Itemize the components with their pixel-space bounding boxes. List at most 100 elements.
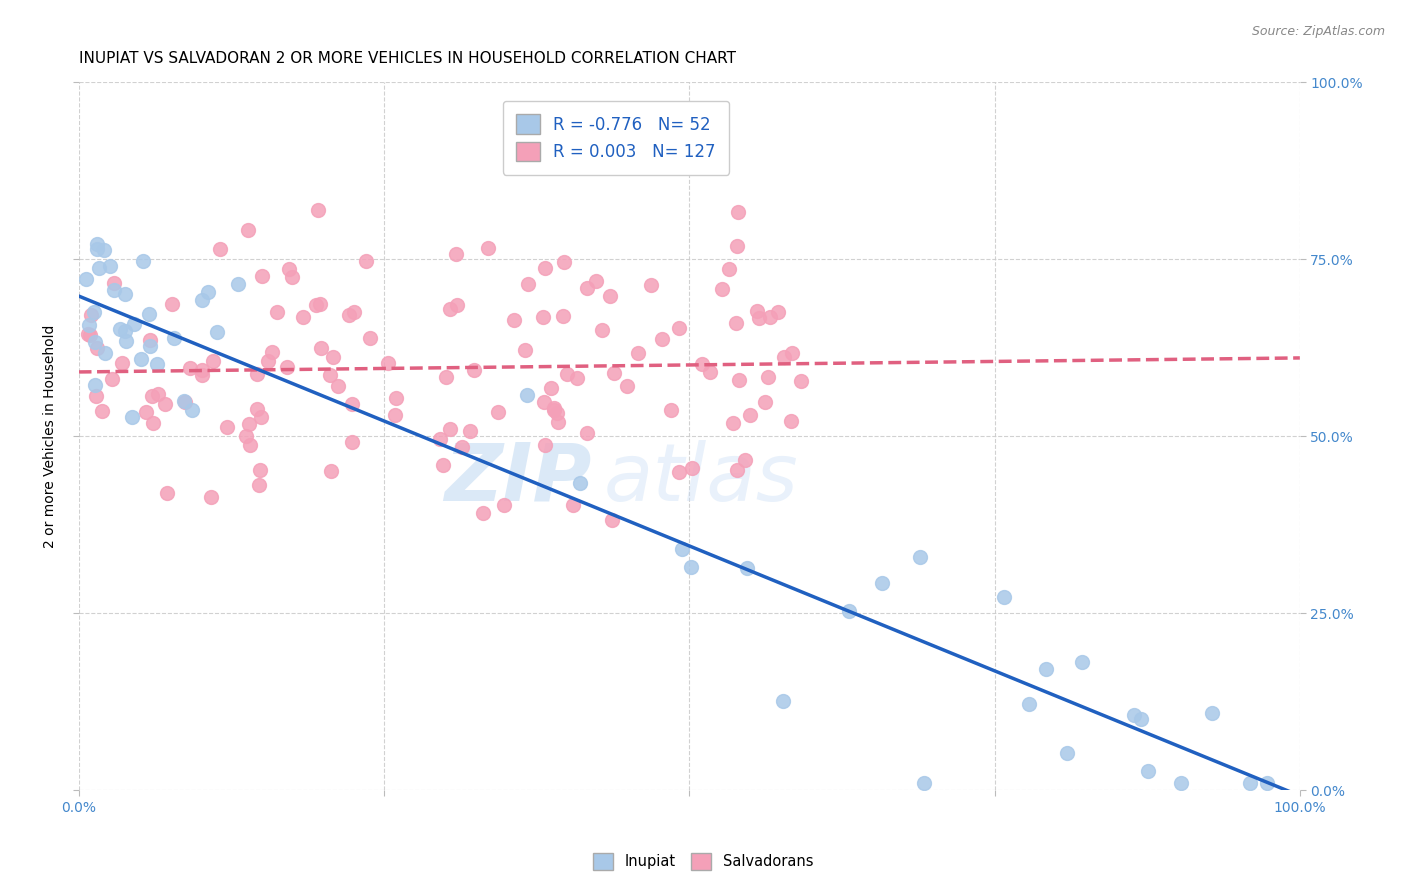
Point [912,776,935,790]
Point [780,345,803,359]
Point [651,333,673,347]
Point [699,365,721,379]
Point [79,327,101,342]
Point [103,284,125,298]
Point [748,310,770,325]
Point [543,403,565,417]
Point [1018,697,1040,711]
Point [163,331,186,345]
Point [993,590,1015,604]
Point [238,417,260,431]
Point [340,435,363,450]
Point [450,440,472,454]
Point [209,242,232,256]
Point [173,394,195,409]
Point [640,277,662,292]
Point [690,357,713,371]
Point [576,281,599,295]
Point [111,356,134,370]
Point [173,394,195,409]
Point [328,379,350,393]
Point [86,236,108,251]
Point [142,417,165,431]
Point [599,289,621,303]
Point [585,274,607,288]
Point [516,277,538,292]
Point [534,261,557,276]
Point [250,269,273,284]
Point [759,310,782,324]
Point [190,363,212,377]
Point [179,360,201,375]
Point [543,401,565,415]
Point [600,513,623,527]
Point [533,395,555,409]
Point [575,426,598,441]
Point [603,366,626,380]
Point [727,205,749,219]
Point [838,604,860,618]
Point [191,293,214,307]
Point [1122,707,1144,722]
Point [516,387,538,401]
Point [94,346,117,360]
Point [1056,746,1078,760]
Point [734,453,756,467]
Point [492,499,515,513]
Point [114,324,136,338]
Point [569,476,592,491]
Point [308,296,330,310]
Point [756,370,779,384]
Point [77,318,100,332]
Point [343,305,366,319]
Text: ZIP: ZIP [444,440,592,517]
Point [77,326,100,341]
Point [246,367,269,381]
Point [1170,776,1192,790]
Point [200,491,222,505]
Point [547,415,569,429]
Point [197,285,219,299]
Point [668,321,690,335]
Point [745,304,768,318]
Point [429,433,451,447]
Point [735,561,758,575]
Point [139,339,162,353]
Point [181,402,204,417]
Point [337,308,360,322]
Point [354,254,377,268]
Point [681,560,703,574]
Point [790,374,813,388]
Point [319,464,342,478]
Point [533,438,555,452]
Point [725,239,748,253]
Text: Source: ZipAtlas.com: Source: ZipAtlas.com [1251,25,1385,38]
Point [84,389,107,403]
Point [738,409,761,423]
Point [84,378,107,392]
Point [148,386,170,401]
Point [546,406,568,420]
Point [322,350,344,364]
Point [359,331,381,345]
Point [627,346,650,360]
Point [562,498,585,512]
Point [1137,764,1160,778]
Point [205,325,228,339]
Point [531,310,554,324]
Point [191,368,214,383]
Point [721,416,744,430]
Point [115,334,138,349]
Point [503,313,526,327]
Point [565,370,588,384]
Point [340,397,363,411]
Point [215,419,238,434]
Point [439,301,461,316]
Point [553,254,575,268]
Point [226,277,249,292]
Point [486,404,509,418]
Point [384,409,406,423]
Point [75,272,97,286]
Point [540,381,562,395]
Point [1035,663,1057,677]
